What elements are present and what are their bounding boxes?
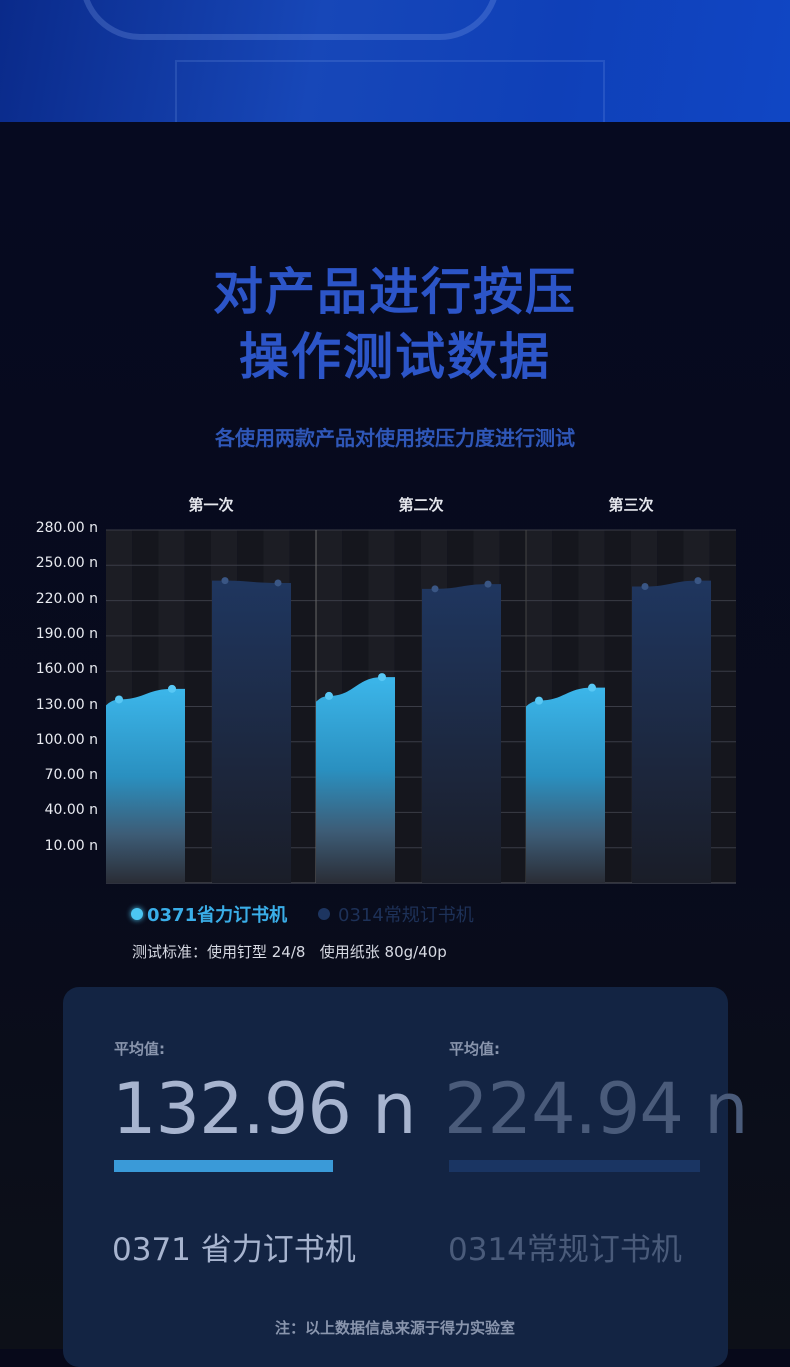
data-point — [274, 579, 282, 587]
y-tick-label: 250.00 n — [35, 555, 98, 572]
product-name-left: 0371 省力订书机 — [112, 1232, 356, 1268]
summary-card — [63, 987, 728, 1367]
legend-item-0314: 0314常规订书机 — [318, 901, 474, 927]
avg-value-right: 224.94 n — [444, 1068, 749, 1150]
data-point — [378, 673, 386, 682]
series-area-1 — [316, 677, 395, 883]
data-point — [694, 577, 702, 585]
hero-banner-image — [0, 0, 790, 122]
data-point — [588, 683, 596, 692]
test-standard: 测试标准：使用钉型 24/8 使用纸张 80g/40p — [132, 943, 447, 961]
y-tick-label: 280.00 n — [35, 520, 98, 536]
group-label-1: 第一次 — [188, 496, 234, 514]
data-point — [535, 696, 543, 705]
product-name-right: 0314常规订书机 — [448, 1232, 682, 1268]
avg-value-left: 132.96 n — [112, 1068, 417, 1150]
chart-plot — [106, 529, 736, 884]
legend-dot-icon — [131, 908, 143, 920]
y-tick-label: 100.00 n — [35, 731, 98, 748]
group-label-3: 第三次 — [608, 496, 654, 514]
legend-label: 0314常规订书机 — [338, 905, 474, 926]
legend-dot-icon — [318, 908, 330, 920]
subtitle: 各使用两款产品对使用按压力度进行测试 — [215, 426, 575, 450]
legend-label: 0371省力订书机 — [147, 905, 288, 926]
series-area-1 — [106, 688, 185, 883]
avg-bar-right — [449, 1160, 700, 1172]
y-tick-label: 190.00 n — [35, 625, 98, 642]
data-point — [221, 577, 229, 585]
series-area-2 — [422, 584, 501, 883]
data-point — [484, 580, 492, 588]
y-tick-label: 10.00 n — [44, 837, 98, 854]
series-area-2 — [632, 580, 711, 883]
heading-line-1: 对产品进行按压 — [213, 263, 577, 321]
data-point — [168, 684, 176, 693]
y-tick-label: 70.00 n — [44, 767, 98, 784]
data-point — [641, 582, 649, 590]
y-tick-label: 220.00 n — [35, 590, 98, 607]
y-tick-label: 160.00 n — [35, 661, 98, 678]
data-point — [115, 695, 123, 704]
y-tick-label: 130.00 n — [35, 696, 98, 713]
avg-label-right: 平均值: — [449, 1040, 500, 1058]
legend-item-0371: 0371省力订书机 — [131, 901, 287, 927]
series-area-1 — [526, 687, 605, 883]
avg-bar-left — [114, 1160, 333, 1172]
avg-label-left: 平均值: — [114, 1040, 165, 1058]
y-tick-label: 40.00 n — [44, 802, 98, 819]
data-point — [431, 585, 439, 593]
heading-line-2: 操作测试数据 — [239, 328, 551, 386]
data-source-note: 注：以上数据信息来源于得力实验室 — [274, 1319, 515, 1337]
group-label-2: 第二次 — [398, 496, 444, 514]
data-point — [325, 691, 333, 700]
series-area-2 — [212, 580, 291, 883]
